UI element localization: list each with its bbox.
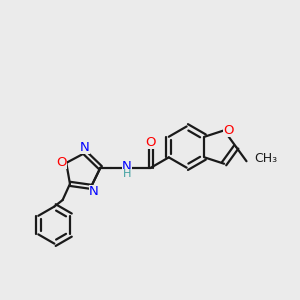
Text: H: H: [122, 169, 131, 179]
Text: N: N: [89, 185, 99, 198]
Text: N: N: [122, 160, 132, 173]
Text: N: N: [80, 141, 90, 154]
Text: O: O: [223, 124, 233, 137]
Text: O: O: [146, 136, 156, 149]
Text: O: O: [57, 156, 67, 170]
Text: CH₃: CH₃: [255, 152, 278, 165]
